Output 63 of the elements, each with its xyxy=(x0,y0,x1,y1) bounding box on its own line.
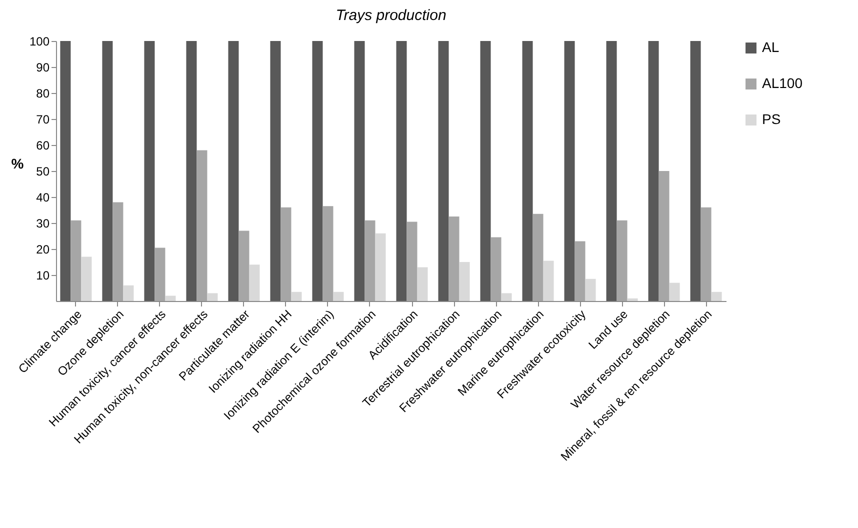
bar xyxy=(448,216,460,301)
chart-title: Trays production xyxy=(336,7,446,24)
bar xyxy=(438,41,449,301)
bar xyxy=(238,230,250,301)
bar xyxy=(112,202,124,301)
bar xyxy=(102,41,113,301)
bar xyxy=(658,171,670,301)
bar xyxy=(585,278,596,301)
y-tick-label: 70 xyxy=(36,112,50,126)
y-tick-label: 50 xyxy=(36,164,50,178)
bar xyxy=(333,292,344,301)
bar xyxy=(322,206,334,301)
bar xyxy=(70,220,82,301)
bar xyxy=(501,293,512,301)
bar xyxy=(543,260,554,301)
bar xyxy=(270,41,281,301)
bar xyxy=(291,292,302,301)
y-tick-label: 20 xyxy=(36,242,50,256)
bar xyxy=(364,220,376,301)
bar xyxy=(690,41,701,301)
y-tick-label: 30 xyxy=(36,216,50,230)
bar xyxy=(711,292,722,301)
bar xyxy=(154,248,166,301)
bar xyxy=(700,207,712,301)
bar xyxy=(196,150,208,301)
bar xyxy=(396,41,407,301)
legend-label: AL100 xyxy=(762,75,803,91)
bar xyxy=(249,264,260,301)
y-tick-label: 80 xyxy=(36,86,50,100)
y-tick-label: 100 xyxy=(29,34,50,48)
y-tick-label: 10 xyxy=(36,268,50,282)
bar xyxy=(406,222,418,301)
bar xyxy=(616,220,628,301)
bar xyxy=(606,41,617,301)
bar xyxy=(490,237,502,301)
bar xyxy=(648,41,659,301)
legend-label: AL xyxy=(762,39,780,55)
legend-label: PS xyxy=(762,111,781,127)
y-tick-label: 60 xyxy=(36,138,50,152)
y-axis-title: % xyxy=(11,156,24,172)
bar xyxy=(532,214,544,301)
bar xyxy=(459,262,470,301)
bar xyxy=(144,41,155,301)
bar xyxy=(123,285,134,301)
bar xyxy=(312,41,323,301)
bar xyxy=(375,233,386,301)
bar xyxy=(417,267,428,301)
bar xyxy=(60,41,71,301)
bar xyxy=(574,241,586,301)
bar xyxy=(669,282,680,301)
bar xyxy=(186,41,197,301)
bar xyxy=(228,41,239,301)
bar xyxy=(207,293,218,301)
bar xyxy=(627,298,638,301)
bar xyxy=(480,41,491,301)
bar xyxy=(165,296,176,301)
y-tick-label: 90 xyxy=(36,60,50,74)
bar xyxy=(81,256,92,301)
bar xyxy=(522,41,533,301)
bar xyxy=(354,41,365,301)
y-tick-label: 40 xyxy=(36,190,50,204)
bar xyxy=(564,41,575,301)
bar xyxy=(280,207,292,301)
